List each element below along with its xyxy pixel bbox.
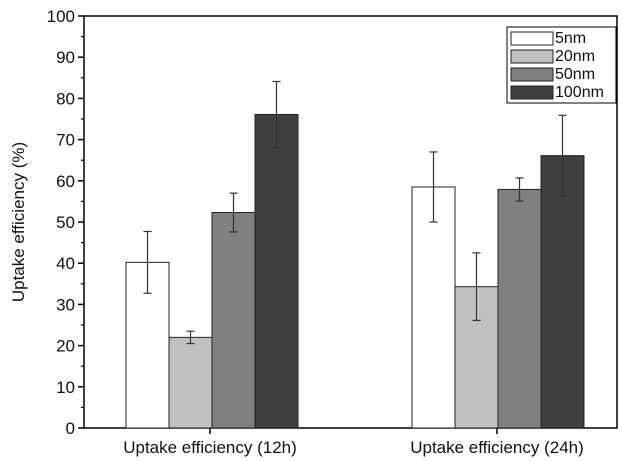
bar-50nm-24h [497, 188, 542, 429]
y-tick-label: 40 [56, 254, 75, 273]
y-tick-label: 30 [56, 295, 75, 314]
bar-20nm-12h [168, 336, 213, 429]
legend-swatch-50nm [510, 67, 554, 82]
legend-label-20nm: 20nm [555, 48, 595, 65]
legend-swatch-5nm [510, 31, 554, 46]
y-tick-label: 20 [56, 337, 75, 356]
y-axis-title: Uptake efficiency (%) [9, 142, 28, 302]
y-tick-label: 10 [56, 378, 75, 397]
x-axis: Uptake efficiency (12h) Uptake efficiency… [123, 428, 584, 457]
y-tick-label: 50 [56, 213, 75, 232]
bar-100nm-12h [254, 113, 299, 429]
y-tick-label: 100 [47, 7, 75, 26]
y-tick-label: 90 [56, 48, 75, 67]
y-tick-label: 70 [56, 131, 75, 150]
legend-swatch-20nm [510, 49, 554, 64]
bar-5nm-24h [411, 186, 456, 429]
legend-label-5nm: 5nm [555, 30, 586, 47]
legend-label-50nm: 50nm [555, 66, 595, 83]
y-tick-label: 0 [66, 419, 75, 438]
x-category-label: Uptake efficiency (12h) [123, 438, 297, 457]
y-tick-label: 60 [56, 172, 75, 191]
bars [125, 113, 585, 429]
bar-50nm-12h [211, 212, 256, 429]
x-category-label: Uptake efficiency (24h) [410, 438, 584, 457]
legend-swatch-100nm [510, 85, 554, 100]
y-tick-label: 80 [56, 89, 75, 108]
error-bars [143, 80, 567, 345]
y-axis: 0 10 20 30 40 50 60 70 80 90 100 [47, 7, 84, 438]
legend-label-100nm: 100nm [555, 84, 604, 101]
